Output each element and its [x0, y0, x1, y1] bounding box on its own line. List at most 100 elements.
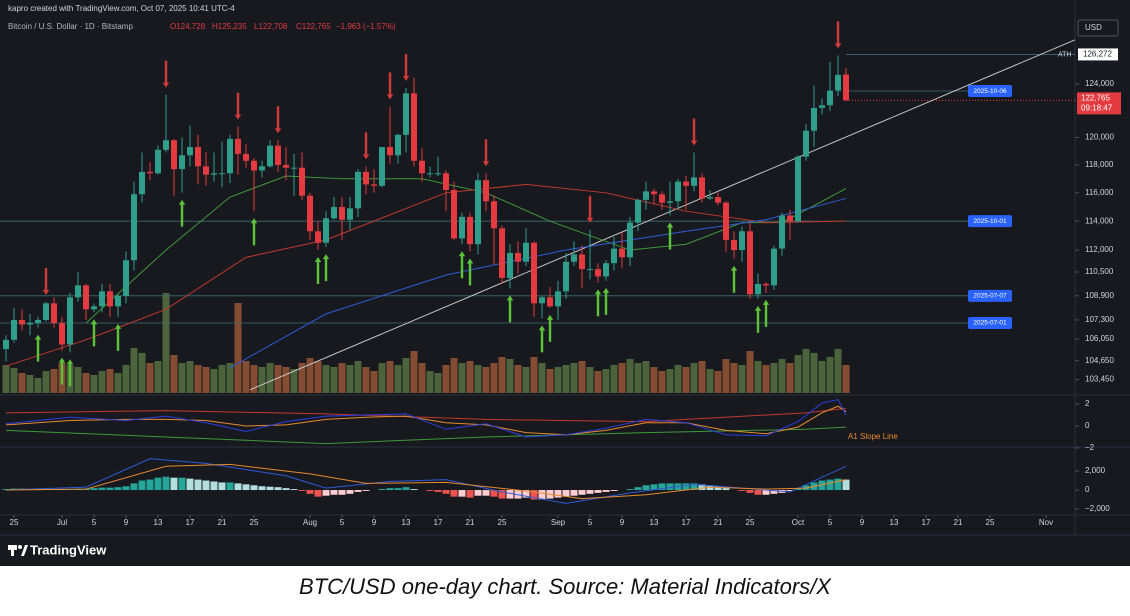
- candle-body: [179, 155, 185, 170]
- candle-body: [211, 173, 217, 175]
- sell-arrow: [402, 53, 410, 81]
- x-tick-label: Aug: [303, 518, 317, 527]
- buy-arrow: [762, 299, 770, 327]
- candle-body: [339, 206, 345, 220]
- volume-bar: [546, 369, 554, 393]
- y-tick-label: −2: [1085, 443, 1095, 452]
- candle-body: [779, 215, 785, 249]
- candle-body: [59, 322, 65, 345]
- candle-body: [131, 194, 137, 261]
- volume-bar: [610, 365, 618, 393]
- level-label: 2025-07-07: [973, 293, 1007, 300]
- volume-bar: [794, 355, 802, 393]
- sell-arrow: [690, 118, 698, 146]
- candle-body: [91, 306, 97, 310]
- histogram-bar: [722, 488, 730, 491]
- oscillator-label: A1 Slope Line: [848, 432, 898, 441]
- histogram-bar: [138, 480, 146, 491]
- y-tick-label: 112,000: [1085, 245, 1114, 254]
- candle-body: [219, 173, 225, 175]
- histogram-bar: [298, 490, 306, 491]
- candle-body: [163, 140, 169, 150]
- volume-bar: [730, 363, 738, 393]
- candle-body: [11, 319, 17, 340]
- candle-body: [499, 228, 505, 278]
- y-tick-label: 118,000: [1085, 160, 1114, 169]
- histogram-bar: [354, 490, 362, 492]
- histogram-bar: [578, 490, 586, 495]
- x-tick-label: 9: [860, 518, 865, 527]
- volume-bar: [786, 363, 794, 393]
- histogram-bar: [442, 490, 450, 494]
- x-tick-label: 9: [124, 518, 129, 527]
- candle-body: [171, 140, 177, 170]
- buy-arrow: [506, 295, 514, 323]
- candle-body: [467, 216, 473, 245]
- candle-body: [651, 191, 657, 195]
- candle-body: [507, 252, 513, 278]
- histogram-bar: [698, 484, 706, 491]
- candle-body: [731, 239, 737, 251]
- buy-arrow: [58, 357, 66, 385]
- volume-bar: [498, 357, 506, 393]
- histogram-bar: [90, 488, 98, 491]
- last-price-box: [1077, 92, 1121, 115]
- candle-body: [379, 147, 385, 186]
- volume-bar: [674, 365, 682, 393]
- candle-body: [419, 160, 425, 174]
- volume-bar: [346, 365, 354, 393]
- candle-body: [155, 149, 161, 174]
- x-tick-label: 17: [682, 518, 691, 527]
- legend-value: O124,728: [170, 22, 206, 31]
- candle-body: [795, 156, 801, 222]
- volume-bar: [122, 365, 130, 393]
- histogram-bar: [250, 485, 258, 491]
- volume-bar: [450, 358, 458, 393]
- candle-body: [787, 215, 793, 222]
- x-tick-label: 9: [372, 518, 377, 527]
- volume-bar: [466, 361, 474, 393]
- candle-body: [595, 269, 601, 277]
- volume-bar: [250, 365, 258, 393]
- volume-bar: [354, 361, 362, 393]
- caption: BTC/USD one-day chart. Source: Material …: [299, 574, 832, 599]
- volume-bar: [586, 367, 594, 393]
- candle-body: [267, 145, 273, 167]
- histogram-bar: [306, 490, 314, 494]
- level-tag: [968, 215, 1012, 228]
- buy-arrow: [90, 319, 98, 347]
- legend-value: C122,765: [296, 22, 331, 31]
- histogram-bar: [818, 480, 826, 491]
- level-label: 2025-10-06: [973, 88, 1007, 95]
- candle-body: [283, 164, 289, 168]
- volume-bar: [282, 367, 290, 393]
- level-tag: [968, 316, 1012, 329]
- histogram-bar: [554, 490, 562, 498]
- candle-body: [491, 201, 497, 229]
- y-tick-label: 114,000: [1085, 216, 1114, 225]
- x-tick-label: 25: [250, 518, 259, 527]
- volume-bar: [570, 363, 578, 393]
- candle-body: [35, 319, 41, 323]
- volume-bar: [714, 371, 722, 393]
- x-tick-label: 5: [340, 518, 345, 527]
- volume-bar: [114, 373, 122, 393]
- volume-bar: [514, 365, 522, 393]
- volume-bar: [330, 367, 338, 393]
- volume-bar: [434, 373, 442, 393]
- histogram-bar: [242, 484, 250, 491]
- sell-arrow: [362, 132, 370, 160]
- sell-arrow: [234, 92, 242, 120]
- volume-bar: [178, 363, 186, 393]
- volume-bar: [10, 368, 18, 393]
- candle-body: [195, 147, 201, 167]
- candle-body: [571, 254, 577, 262]
- candle-body: [683, 181, 689, 186]
- volume-bar: [322, 365, 330, 393]
- histogram-bar: [322, 490, 330, 496]
- candle-body: [611, 248, 617, 264]
- volume-bar: [554, 367, 562, 393]
- histogram-bar: [474, 490, 482, 496]
- volume-bar: [706, 369, 714, 393]
